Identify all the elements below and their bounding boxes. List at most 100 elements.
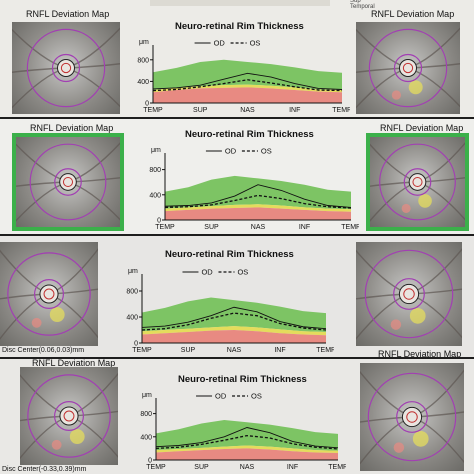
cup-outline — [60, 62, 72, 74]
y-axis-unit: μm — [128, 268, 138, 275]
x-tick-label: TEMP — [155, 224, 175, 231]
x-tick-label: INF — [287, 464, 298, 471]
x-tick-label: NAS — [227, 347, 242, 354]
y-tick-label: 400 — [126, 315, 138, 322]
cup-outline — [43, 288, 55, 300]
deviation-overlay — [393, 442, 405, 453]
disc-center-label: Disc Center(0.06,0.03)mm — [2, 347, 85, 354]
x-tick-label: TEMP — [316, 347, 334, 354]
y-tick-label: 400 — [137, 79, 149, 86]
x-tick-label: TEMP — [332, 107, 350, 114]
rnfl-map-title-left: RNFL Deviation Map — [32, 359, 116, 368]
deviation-overlay — [418, 194, 432, 208]
fundus-image-left — [16, 137, 120, 227]
deviation-overlay — [408, 80, 423, 95]
retinal-vessel — [0, 293, 50, 340]
strip-text: Sup Temporal — [350, 0, 375, 10]
inner-scan-ring — [33, 278, 65, 310]
y-tick-label: 400 — [149, 192, 161, 199]
legend-od-label: OD — [201, 268, 213, 277]
chart-title: Neuro-retinal Rim Thickness — [175, 21, 304, 32]
inner-scan-ring — [393, 278, 425, 310]
x-tick-label: NAS — [240, 107, 255, 114]
deviation-overlay — [69, 429, 85, 444]
y-tick-label: 800 — [137, 57, 149, 64]
y-axis-unit: μm — [139, 39, 149, 46]
inner-scan-ring — [53, 400, 85, 432]
y-tick-label: 800 — [149, 167, 161, 174]
deviation-overlay — [51, 439, 62, 450]
chart-title: Neuro-retinal Rim Thickness — [165, 249, 294, 260]
optic-disc-icon — [401, 406, 423, 428]
x-tick-label: TEMP — [328, 464, 346, 471]
outside-normal-band — [142, 330, 326, 343]
disc-center-label: Disc Center(-0.33,0.39)mm — [2, 466, 87, 473]
retinal-vessel — [360, 370, 413, 418]
y-axis-unit: μm — [142, 392, 152, 399]
fundus-image-right — [356, 22, 460, 114]
outside-normal-band — [165, 207, 351, 220]
report-panel-2: RNFL Deviation Map RNFL Deviation Map Ne… — [0, 119, 474, 234]
series-line-os — [152, 79, 343, 92]
retinal-vessel — [48, 248, 98, 295]
fundus-image-left — [0, 242, 98, 346]
legend-od-label: OD — [214, 39, 226, 48]
deviation-overlay — [409, 307, 426, 324]
y-tick-label: 800 — [126, 289, 138, 296]
rnfl-map-title-right: RNFL Deviation Map — [371, 9, 455, 19]
fundus-image-left — [20, 367, 118, 465]
retinal-vessel — [16, 143, 69, 183]
report-panel-3: Disc Center(0.06,0.03)mm RNFL Deviation … — [0, 236, 474, 357]
retinal-vessel — [20, 374, 70, 417]
outer-scan-ring — [7, 252, 91, 336]
report-panel-1: Sup Temporal RNFL Deviation Map RNFL Dev… — [0, 0, 474, 117]
outer-scan-ring — [26, 28, 106, 108]
series-line-od — [152, 72, 343, 90]
retinal-vessel — [356, 28, 409, 69]
retinal-vessel — [0, 249, 50, 295]
fundus-drawing — [356, 27, 460, 109]
x-tick-label: SUP — [181, 347, 196, 354]
deviation-overlay — [31, 317, 42, 328]
x-tick-label: SUP — [194, 464, 209, 471]
outer-scan-ring — [27, 374, 111, 458]
legend-od-label: OD — [225, 147, 237, 156]
optic-disc-icon — [56, 58, 76, 78]
retinal-vessel — [12, 28, 67, 69]
inner-scan-ring — [396, 401, 428, 433]
cup-outline — [62, 176, 74, 188]
cup-outline — [403, 288, 415, 300]
legend-od-label: OD — [215, 392, 227, 401]
y-tick-label: 800 — [140, 411, 152, 418]
y-tick-label: 0 — [134, 341, 138, 348]
series-line-od — [155, 427, 339, 449]
optic-disc-icon — [59, 173, 77, 191]
green-frame-right — [366, 133, 469, 231]
cup-outline — [412, 176, 423, 188]
optic-disc-icon — [398, 58, 418, 78]
x-tick-label: NAS — [240, 464, 255, 471]
deviation-overlay — [401, 203, 411, 213]
retinal-vessel — [356, 249, 410, 295]
x-tick-label: INF — [289, 107, 300, 114]
report-panel-4: RNFL Deviation Map Disc Center(-0.33,0.3… — [0, 359, 474, 474]
borderline-range-band — [142, 326, 326, 336]
fundus-drawing — [370, 142, 465, 222]
outer-scan-ring — [367, 372, 457, 462]
chart-title: Neuro-retinal Rim Thickness — [185, 129, 314, 140]
green-frame-left — [12, 133, 124, 231]
legend-os-label: OS — [250, 39, 261, 48]
series-line-os — [141, 312, 327, 331]
x-tick-label: SUP — [204, 224, 219, 231]
cup-outline — [402, 62, 414, 74]
fundus-drawing — [356, 248, 462, 340]
series-line-od — [141, 306, 327, 330]
outer-scan-ring — [368, 28, 448, 108]
top-strip: Sup Temporal — [150, 0, 375, 10]
series-line-od — [164, 184, 352, 208]
series-line-os — [164, 194, 352, 209]
retinal-vessel — [67, 181, 120, 221]
deviation-overlay — [390, 319, 402, 330]
y-tick-label: 0 — [148, 458, 152, 465]
fundus-drawing — [0, 248, 98, 340]
